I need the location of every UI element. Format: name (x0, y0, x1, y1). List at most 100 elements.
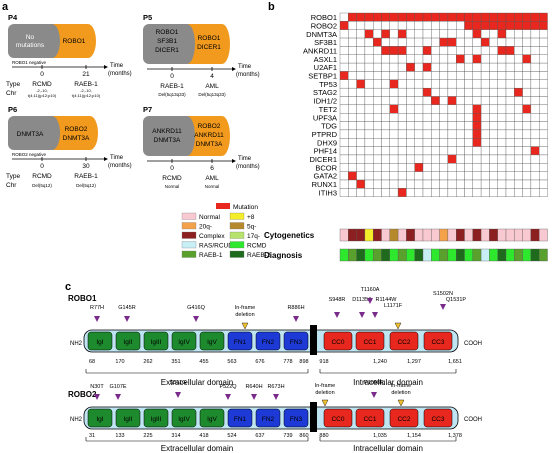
mutation-cell (439, 37, 449, 47)
mutation-cell (364, 138, 374, 147)
diagnosis-cell (356, 248, 366, 262)
mutation-cell (422, 121, 432, 131)
mutation-cell (480, 87, 490, 97)
mutation-cell (373, 113, 382, 122)
mutation-cell (364, 12, 374, 22)
mutation-cell (422, 138, 432, 147)
mutation-cell (497, 46, 507, 55)
mutation-cell (397, 163, 407, 172)
protein-name: ROBO2 (68, 390, 97, 399)
clone-orange-text: ROBO2 (198, 123, 221, 130)
mutation-cell (422, 154, 432, 164)
gene-label: PHF14 (314, 147, 337, 156)
cytogenetics-cell (406, 228, 415, 242)
legend-label: RCMD (247, 243, 267, 250)
deletion-label: In-frame (235, 305, 255, 311)
mutation-cell (480, 154, 490, 164)
domain-label: FN1 (234, 416, 247, 423)
cytogenetics-cell (373, 228, 382, 242)
mutation-cell (439, 113, 449, 122)
mutation-cell (505, 146, 515, 156)
robo1-diagram: ROBO1 NH2 COOH IgI IgII IgIII IgIV IgV FN1 FN2… (68, 287, 482, 387)
diagnosis-cell (373, 248, 382, 262)
mutation-cell (505, 37, 515, 47)
mutation-label: Q1531P (446, 297, 467, 303)
mutation-cell (356, 146, 366, 156)
clone-orange-text: ROBO2 (65, 126, 88, 133)
mutation-cell (447, 113, 457, 122)
mutation-cell (530, 113, 540, 122)
mutation-cell (406, 179, 415, 189)
domain-box (115, 331, 141, 351)
mutation-cell (364, 46, 374, 55)
mutation-cell (381, 54, 390, 64)
gene-label: BCOR (315, 163, 337, 172)
mutation-cell (381, 129, 390, 139)
diagnosis-label: Diagnosis (264, 251, 303, 260)
domain-box (389, 331, 419, 351)
mutation-cell (348, 62, 357, 72)
mutation-cell (439, 54, 449, 64)
mutation-label: G145R (118, 305, 135, 311)
mutation-cell (414, 37, 424, 47)
mutation-cell (422, 87, 432, 97)
mutation-cell (406, 163, 415, 172)
mutation-cell (364, 129, 374, 139)
mutation-cell (364, 29, 374, 39)
mutation-label: P1058R (364, 380, 384, 386)
time-axis-arrow (104, 65, 108, 69)
mutation-cell (497, 121, 507, 131)
residue-position: 898 (299, 359, 308, 365)
mutation-cell (514, 104, 523, 114)
cytogenetics-cell (464, 228, 473, 242)
mutation-cell (489, 71, 498, 80)
mutation-cell (414, 46, 424, 55)
legend-label: Normal (199, 214, 221, 221)
panel-b-heatmap: ROBO1ROBO2DNMT3ASF3B1ANKRD11ASXL1U2AF1SE… (264, 12, 548, 262)
mutation-cell (381, 87, 390, 97)
mutation-cell (539, 113, 548, 122)
mutation-marker (124, 316, 130, 322)
mutation-cell (356, 37, 366, 47)
mutation-cell (447, 104, 457, 114)
domain-box (171, 331, 197, 351)
diagnosis-cell (539, 248, 548, 262)
mutation-label: L1171F (384, 303, 403, 309)
mutation-cell (381, 21, 390, 30)
mutation-cell (439, 138, 449, 147)
mutation-cell (522, 129, 532, 139)
mutation-cell (397, 29, 407, 39)
deletion-label: deletion (315, 390, 334, 396)
mutation-cell (447, 138, 457, 147)
mutation-cell (431, 54, 440, 64)
mutation-cell (364, 163, 374, 172)
mutation-cell (480, 129, 490, 139)
mutation-cell (530, 179, 540, 189)
time-label: Time (110, 63, 124, 69)
clone-orange-text: ANKRD11 (194, 132, 224, 139)
mutation-cell (381, 179, 390, 189)
mutation-cell (364, 188, 374, 197)
mutation-cell (497, 146, 507, 156)
mutation-cell (505, 87, 515, 97)
clone-orange-text: DNMT3A (63, 135, 90, 142)
mutation-cell (364, 79, 374, 89)
mutation-cell (389, 129, 399, 139)
mutation-cell (539, 71, 548, 80)
mutation-label: N30T (90, 384, 104, 390)
mutation-cell (456, 146, 465, 156)
mutation-cell (514, 21, 523, 30)
legend-swatch (229, 250, 245, 258)
mutation-cell (381, 188, 390, 197)
in-frame-deletion-marker (321, 399, 329, 407)
mutation-marker (94, 316, 100, 322)
mutation-marker (334, 312, 340, 318)
mutation-cell (514, 71, 523, 80)
mutation-cell (489, 54, 498, 64)
mutation-cell (522, 188, 532, 197)
cytogenetics-cell (530, 228, 540, 242)
mutation-cell (431, 163, 440, 172)
mutation-marker (94, 394, 100, 400)
mutation-cell (339, 29, 349, 39)
mutation-cell (414, 54, 424, 64)
